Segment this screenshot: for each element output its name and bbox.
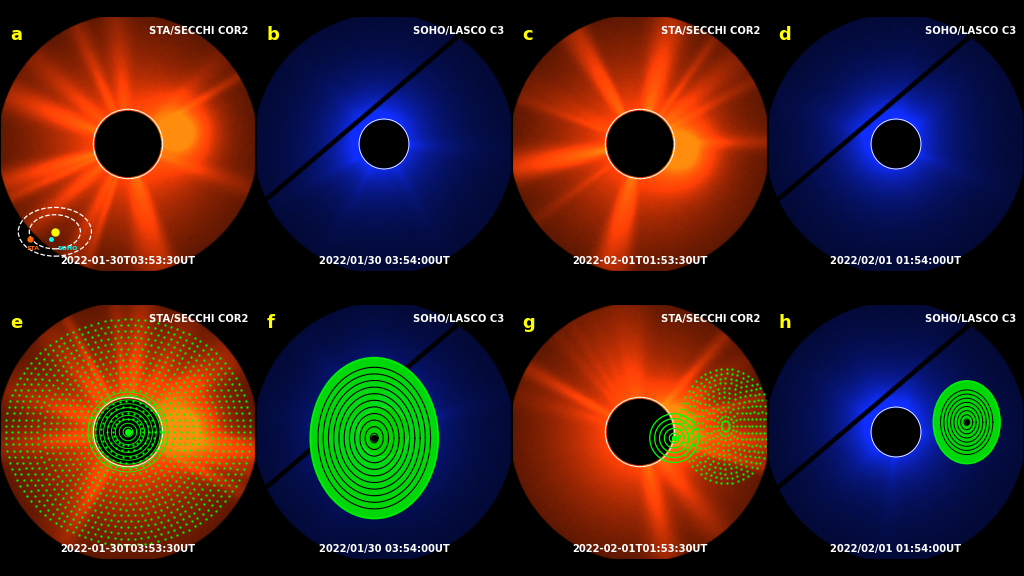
Text: 2022-02-01T01:53:30UT: 2022-02-01T01:53:30UT [572, 544, 708, 554]
Text: f: f [266, 314, 274, 332]
Text: a: a [10, 26, 23, 44]
Text: 2022/02/01 01:54:00UT: 2022/02/01 01:54:00UT [830, 256, 962, 266]
Text: 2022/02/01 01:54:00UT: 2022/02/01 01:54:00UT [830, 544, 962, 554]
Text: c: c [522, 26, 532, 44]
Text: SOHO/LASCO C3: SOHO/LASCO C3 [926, 314, 1016, 324]
Text: SOHO/LASCO C3: SOHO/LASCO C3 [414, 314, 504, 324]
Text: STA/SECCHI COR2: STA/SECCHI COR2 [660, 314, 760, 324]
Text: SOHO: SOHO [57, 246, 78, 251]
Text: STA/SECCHI COR2: STA/SECCHI COR2 [660, 26, 760, 36]
Text: b: b [266, 26, 280, 44]
Text: e: e [10, 314, 23, 332]
Text: d: d [778, 26, 791, 44]
Text: SOHO/LASCO C3: SOHO/LASCO C3 [926, 26, 1016, 36]
Ellipse shape [933, 381, 1000, 464]
Text: STA/SECCHI COR2: STA/SECCHI COR2 [148, 26, 248, 36]
Text: SOHO/LASCO C3: SOHO/LASCO C3 [414, 26, 504, 36]
Text: 2022-02-01T01:53:30UT: 2022-02-01T01:53:30UT [572, 256, 708, 266]
Text: 2022-01-30T03:53:30UT: 2022-01-30T03:53:30UT [60, 256, 196, 266]
Text: STA: STA [27, 246, 40, 251]
Ellipse shape [310, 358, 438, 518]
Text: 2022/01/30 03:54:00UT: 2022/01/30 03:54:00UT [318, 256, 450, 266]
Text: 2022-01-30T03:53:30UT: 2022-01-30T03:53:30UT [60, 544, 196, 554]
Text: g: g [522, 314, 535, 332]
Text: 2022/01/30 03:54:00UT: 2022/01/30 03:54:00UT [318, 544, 450, 554]
Text: h: h [778, 314, 791, 332]
Text: STA/SECCHI COR2: STA/SECCHI COR2 [148, 314, 248, 324]
